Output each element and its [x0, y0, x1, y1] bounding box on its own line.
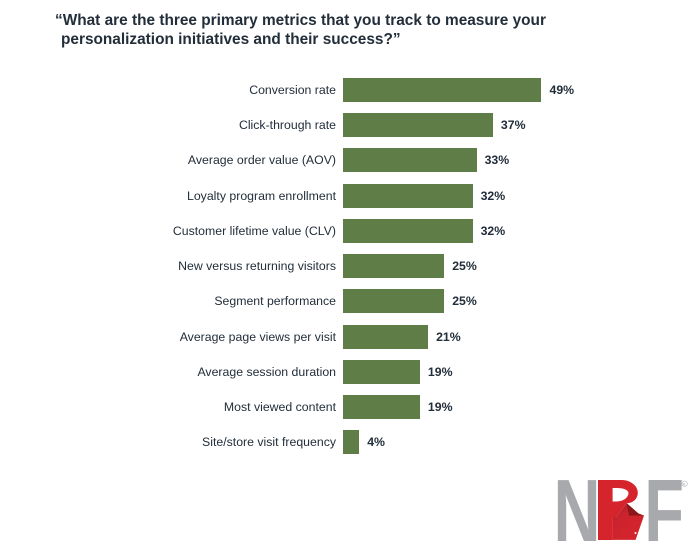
svg-text:F: F	[644, 461, 684, 541]
svg-text:R: R	[683, 483, 686, 487]
svg-text:N: N	[554, 461, 601, 541]
